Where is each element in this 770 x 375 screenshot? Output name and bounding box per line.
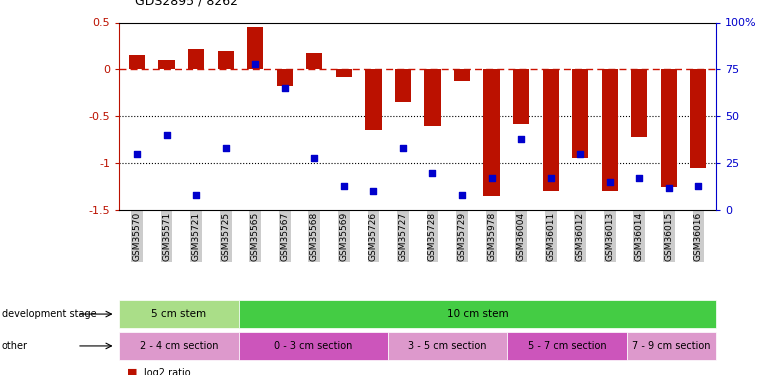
- Bar: [513, 69, 529, 124]
- Bar: [395, 69, 411, 102]
- Point: [663, 184, 675, 190]
- Bar: [276, 69, 293, 86]
- Point: [249, 61, 261, 67]
- Bar: [365, 69, 382, 130]
- Text: ■: ■: [127, 368, 138, 375]
- Bar: [188, 49, 204, 69]
- Point: [397, 145, 409, 151]
- Point: [279, 85, 291, 91]
- Point: [515, 136, 527, 142]
- Point: [338, 183, 350, 189]
- Point: [485, 175, 497, 181]
- Point: [427, 170, 439, 176]
- Bar: [631, 69, 648, 137]
- Bar: [572, 69, 588, 158]
- Text: 2 - 4 cm section: 2 - 4 cm section: [140, 341, 218, 351]
- Bar: [306, 53, 323, 69]
- Point: [308, 154, 320, 160]
- Text: 10 cm stem: 10 cm stem: [447, 309, 508, 319]
- Bar: [484, 69, 500, 196]
- Point: [219, 145, 232, 151]
- Text: 5 cm stem: 5 cm stem: [152, 309, 206, 319]
- Point: [131, 151, 143, 157]
- Point: [456, 192, 468, 198]
- Text: 0 - 3 cm section: 0 - 3 cm section: [274, 341, 353, 351]
- Bar: [129, 56, 146, 69]
- Text: other: other: [2, 341, 28, 351]
- Point: [633, 175, 645, 181]
- Bar: [424, 69, 440, 126]
- Point: [692, 183, 705, 189]
- Text: log2 ratio: log2 ratio: [144, 368, 191, 375]
- Text: 5 - 7 cm section: 5 - 7 cm section: [527, 341, 606, 351]
- Bar: [159, 60, 175, 69]
- Point: [190, 192, 203, 198]
- Bar: [543, 69, 559, 191]
- Point: [604, 179, 616, 185]
- Bar: [454, 69, 470, 81]
- Point: [544, 175, 557, 181]
- Bar: [661, 69, 677, 187]
- Text: 3 - 5 cm section: 3 - 5 cm section: [408, 341, 487, 351]
- Point: [574, 151, 587, 157]
- Point: [160, 132, 172, 138]
- Bar: [247, 27, 263, 69]
- Text: GDS2895 / 8262: GDS2895 / 8262: [135, 0, 238, 8]
- Bar: [218, 51, 234, 69]
- Bar: [601, 69, 618, 191]
- Bar: [690, 69, 707, 168]
- Bar: [336, 69, 352, 77]
- Point: [367, 188, 380, 194]
- Text: development stage: development stage: [2, 309, 96, 319]
- Text: 7 - 9 cm section: 7 - 9 cm section: [632, 341, 711, 351]
